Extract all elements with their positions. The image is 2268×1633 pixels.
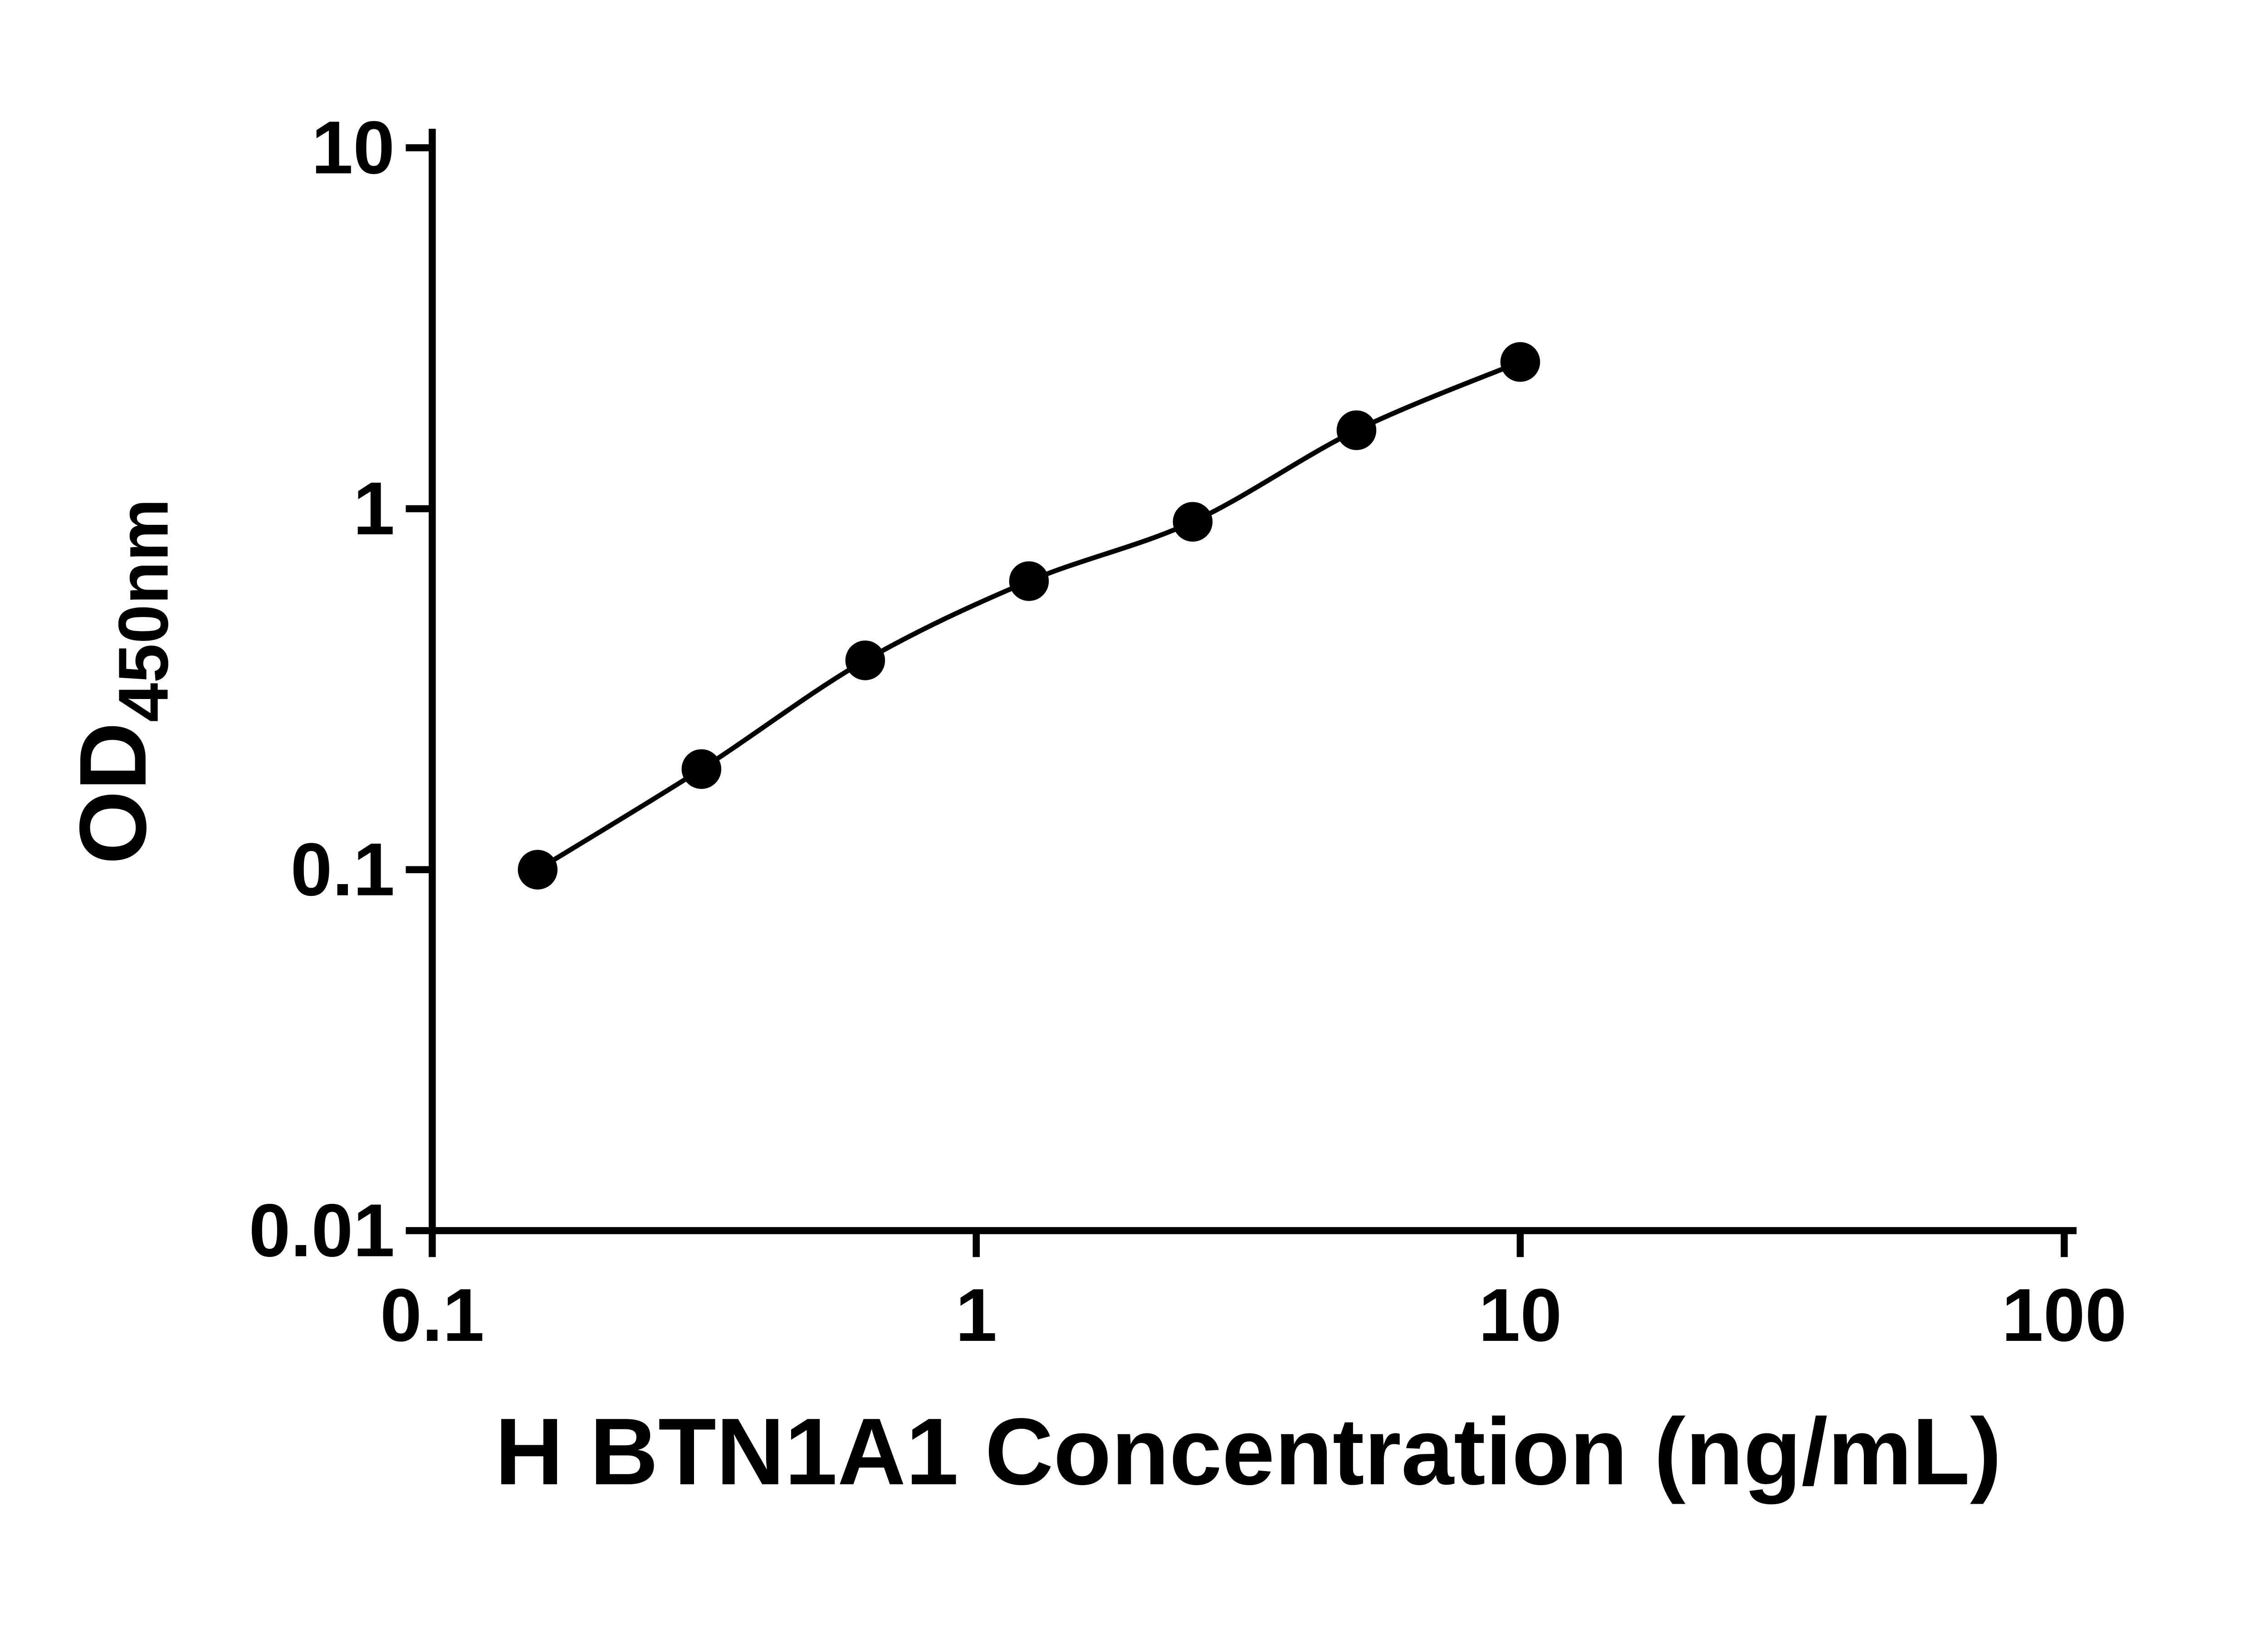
elisa-standard-curve-figure: 0.01 0.1 1 10 0.1 1 10 100 H BTN1A1 Concentratio… — [60, 106, 2127, 1505]
y-axis-title: OD450nm — [60, 499, 183, 865]
y-tick-label: 0.1 — [290, 828, 395, 912]
data-point-marker — [518, 850, 558, 890]
data-point-marker — [1336, 410, 1377, 450]
data-point-marker — [845, 640, 885, 680]
y-tick-label: 0.01 — [249, 1188, 395, 1272]
y-axis-title-main: OD — [60, 722, 166, 865]
data-point-marker — [1009, 561, 1049, 601]
y-axis-title-subscript: 450nm — [104, 499, 183, 722]
x-tick-label: 10 — [1479, 1273, 1562, 1357]
x-axis-title: H BTN1A1 Concentration (ng/mL) — [495, 1399, 2001, 1505]
data-point-marker — [1500, 342, 1540, 382]
y-tick-label: 1 — [353, 467, 395, 551]
y-tick-label: 10 — [311, 106, 395, 190]
data-point-marker — [1173, 502, 1213, 542]
data-point-marker — [681, 749, 722, 789]
x-tick-label: 0.1 — [380, 1273, 484, 1357]
x-tick-label: 1 — [955, 1273, 997, 1357]
x-tick-label: 100 — [2002, 1273, 2127, 1357]
